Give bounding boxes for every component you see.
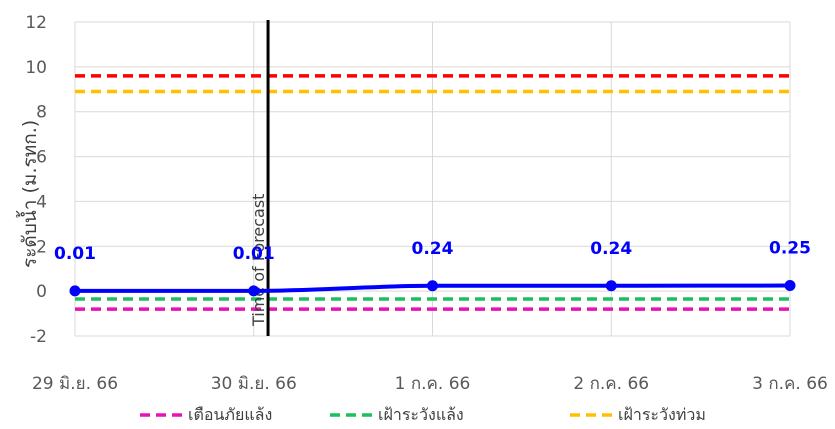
y-axis-label: ระดับน้ำ (ม.รทก.)	[16, 120, 41, 268]
legend: เตือนภัยแล้ง เฝ้าระวังแล้ง เฝ้าระวังท่วม	[140, 405, 706, 424]
y-tick-label: 2	[36, 237, 47, 257]
data-label: 0.01	[233, 244, 275, 264]
x-tick-label: 30 มิ.ย. 66	[211, 374, 297, 394]
data-point	[427, 280, 438, 292]
y-tick-label: 10	[25, 58, 47, 78]
data-label: 0.25	[769, 239, 811, 259]
y-tick-label: -2	[30, 327, 47, 347]
data-label: 0.01	[54, 244, 96, 264]
y-tick-label: 8	[36, 103, 47, 123]
legend-label: เฝ้าระวังท่วม	[618, 405, 706, 424]
data-point	[605, 280, 617, 292]
x-tick-label: 2 ก.ค. 66	[573, 374, 649, 394]
y-tick-label: 12	[25, 13, 47, 33]
data-point	[784, 280, 796, 292]
y-tick-label: 0	[36, 282, 47, 302]
legend-label: เฝ้าระวังแล้ง	[378, 405, 464, 424]
data-point	[69, 285, 81, 297]
x-tick-label: 29 มิ.ย. 66	[32, 374, 118, 394]
series: 0.01 0.01 0.24 0.24 0.25	[54, 239, 811, 297]
y-tick-label: 4	[36, 192, 47, 212]
data-label: 0.24	[590, 239, 632, 259]
legend-label: เตือนภัยแล้ง	[188, 405, 272, 424]
threshold-lines	[75, 74, 790, 311]
data-point	[248, 285, 260, 297]
data-label: 0.24	[412, 239, 454, 259]
x-tick-label: 3 ก.ค. 66	[752, 374, 828, 394]
x-tick-label: 1 ก.ค. 66	[395, 374, 471, 394]
tick-labels: -2 0 2 4 6 8 10 12 29 มิ.ย. 66 30 มิ.ย. 66 1 ก.ค. …	[25, 13, 828, 394]
y-tick-label: 6	[36, 148, 47, 168]
